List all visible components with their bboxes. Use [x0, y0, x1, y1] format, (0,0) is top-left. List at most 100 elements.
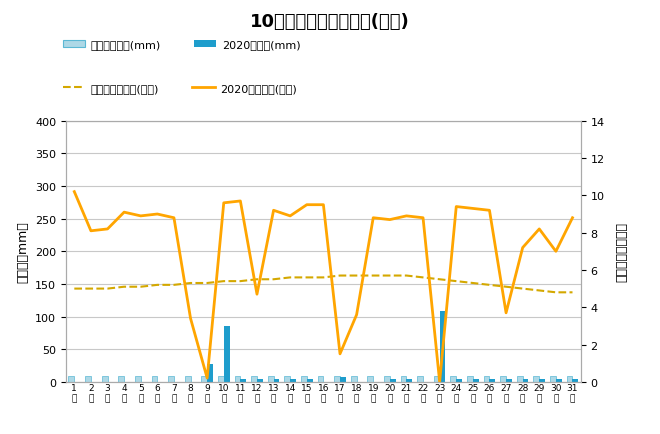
日照時間平年値(時間)	[568, 290, 576, 295]
Bar	[401, 376, 407, 382]
日照時間平年値(時間)	[352, 273, 360, 279]
2020日照時間(時間)	[303, 203, 311, 208]
日照時間平年値(時間)	[120, 284, 128, 289]
Bar	[201, 376, 207, 382]
2020日照時間(時間)	[203, 375, 211, 381]
Bar	[135, 376, 141, 382]
Bar	[384, 376, 390, 382]
日照時間平年値(時間)	[535, 288, 543, 293]
Bar	[168, 376, 174, 382]
日照時間平年値(時間)	[486, 283, 494, 288]
2020日照時間(時間)	[319, 203, 327, 208]
2020日照時間(時間)	[71, 190, 79, 195]
Bar	[340, 377, 346, 382]
Text: 10月降水量・日照時間(日別): 10月降水量・日照時間(日別)	[250, 13, 410, 31]
Bar	[185, 376, 191, 382]
2020日照時間(時間)	[452, 204, 460, 210]
Bar	[102, 376, 108, 382]
Bar	[85, 376, 91, 382]
Bar	[550, 376, 556, 382]
2020日照時間(時間)	[220, 201, 228, 206]
2020日照時間(時間)	[403, 214, 411, 219]
2020日照時間(時間)	[187, 316, 195, 321]
2020日照時間(時間)	[253, 292, 261, 297]
日照時間平年値(時間)	[220, 279, 228, 284]
日照時間平年値(時間)	[270, 277, 278, 282]
Bar	[417, 376, 423, 382]
2020日照時間(時間)	[286, 214, 294, 219]
Y-axis label: 日照時間（時間）: 日照時間（時間）	[616, 222, 629, 282]
2020日照時間(時間)	[137, 214, 145, 219]
日照時間平年値(時間)	[87, 286, 95, 292]
Bar	[268, 376, 274, 382]
Bar	[207, 364, 213, 382]
日照時間平年値(時間)	[203, 281, 211, 286]
日照時間平年値(時間)	[303, 275, 311, 280]
Bar	[517, 376, 523, 382]
日照時間平年値(時間)	[71, 286, 79, 292]
Bar	[450, 376, 456, 382]
Bar	[523, 378, 529, 382]
Bar	[390, 378, 395, 382]
2020日照時間(時間)	[386, 217, 394, 223]
日照時間平年値(時間)	[502, 284, 510, 289]
Bar	[240, 378, 246, 382]
日照時間平年値(時間)	[469, 281, 477, 286]
Bar	[234, 376, 240, 382]
Bar	[567, 376, 572, 382]
Bar	[251, 376, 257, 382]
日照時間平年値(時間)	[286, 275, 294, 280]
Bar	[307, 378, 313, 382]
日照時間平年値(時間)	[519, 286, 527, 292]
Legend: 降水量平年値(mm), 2020降水量(mm): 降水量平年値(mm), 2020降水量(mm)	[58, 36, 305, 55]
2020日照時間(時間)	[486, 208, 494, 214]
日照時間平年値(時間)	[552, 290, 560, 295]
2020日照時間(時間)	[519, 245, 527, 250]
Bar	[467, 376, 473, 382]
Bar	[506, 378, 512, 382]
日照時間平年値(時間)	[253, 277, 261, 282]
Y-axis label: 降水量（mm）: 降水量（mm）	[16, 221, 30, 283]
日照時間平年値(時間)	[369, 273, 377, 279]
日照時間平年値(時間)	[153, 283, 161, 288]
2020日照時間(時間)	[419, 216, 427, 221]
Bar	[556, 378, 562, 382]
2020日照時間(時間)	[469, 206, 477, 211]
Bar	[490, 378, 495, 382]
2020日照時間(時間)	[568, 216, 576, 221]
Bar	[152, 376, 157, 382]
日照時間平年値(時間)	[452, 279, 460, 284]
Bar	[572, 378, 578, 382]
日照時間平年値(時間)	[170, 283, 178, 288]
Bar	[539, 378, 545, 382]
Bar	[290, 378, 296, 382]
Line: 2020日照時間(時間): 2020日照時間(時間)	[75, 192, 572, 382]
2020日照時間(時間)	[270, 208, 278, 214]
2020日照時間(時間)	[336, 352, 344, 357]
Bar	[500, 376, 506, 382]
Bar	[274, 378, 279, 382]
2020日照時間(時間)	[535, 227, 543, 232]
2020日照時間(時間)	[153, 212, 161, 217]
Bar	[257, 378, 263, 382]
Bar	[69, 376, 75, 382]
2020日照時間(時間)	[552, 249, 560, 254]
Bar	[434, 376, 440, 382]
日照時間平年値(時間)	[386, 273, 394, 279]
2020日照時間(時間)	[120, 210, 128, 215]
Bar	[317, 376, 323, 382]
Bar	[218, 376, 224, 382]
Bar	[533, 376, 539, 382]
Bar	[351, 376, 356, 382]
Bar	[407, 378, 412, 382]
日照時間平年値(時間)	[319, 275, 327, 280]
Bar	[473, 378, 478, 382]
日照時間平年値(時間)	[187, 281, 195, 286]
Legend: 日照時間平年値(時間), 2020日照時間(時間): 日照時間平年値(時間), 2020日照時間(時間)	[58, 79, 301, 98]
日照時間平年値(時間)	[236, 279, 244, 284]
日照時間平年値(時間)	[436, 277, 444, 282]
2020日照時間(時間)	[436, 379, 444, 385]
Bar	[334, 376, 340, 382]
Bar	[284, 376, 290, 382]
日照時間平年値(時間)	[336, 273, 344, 279]
